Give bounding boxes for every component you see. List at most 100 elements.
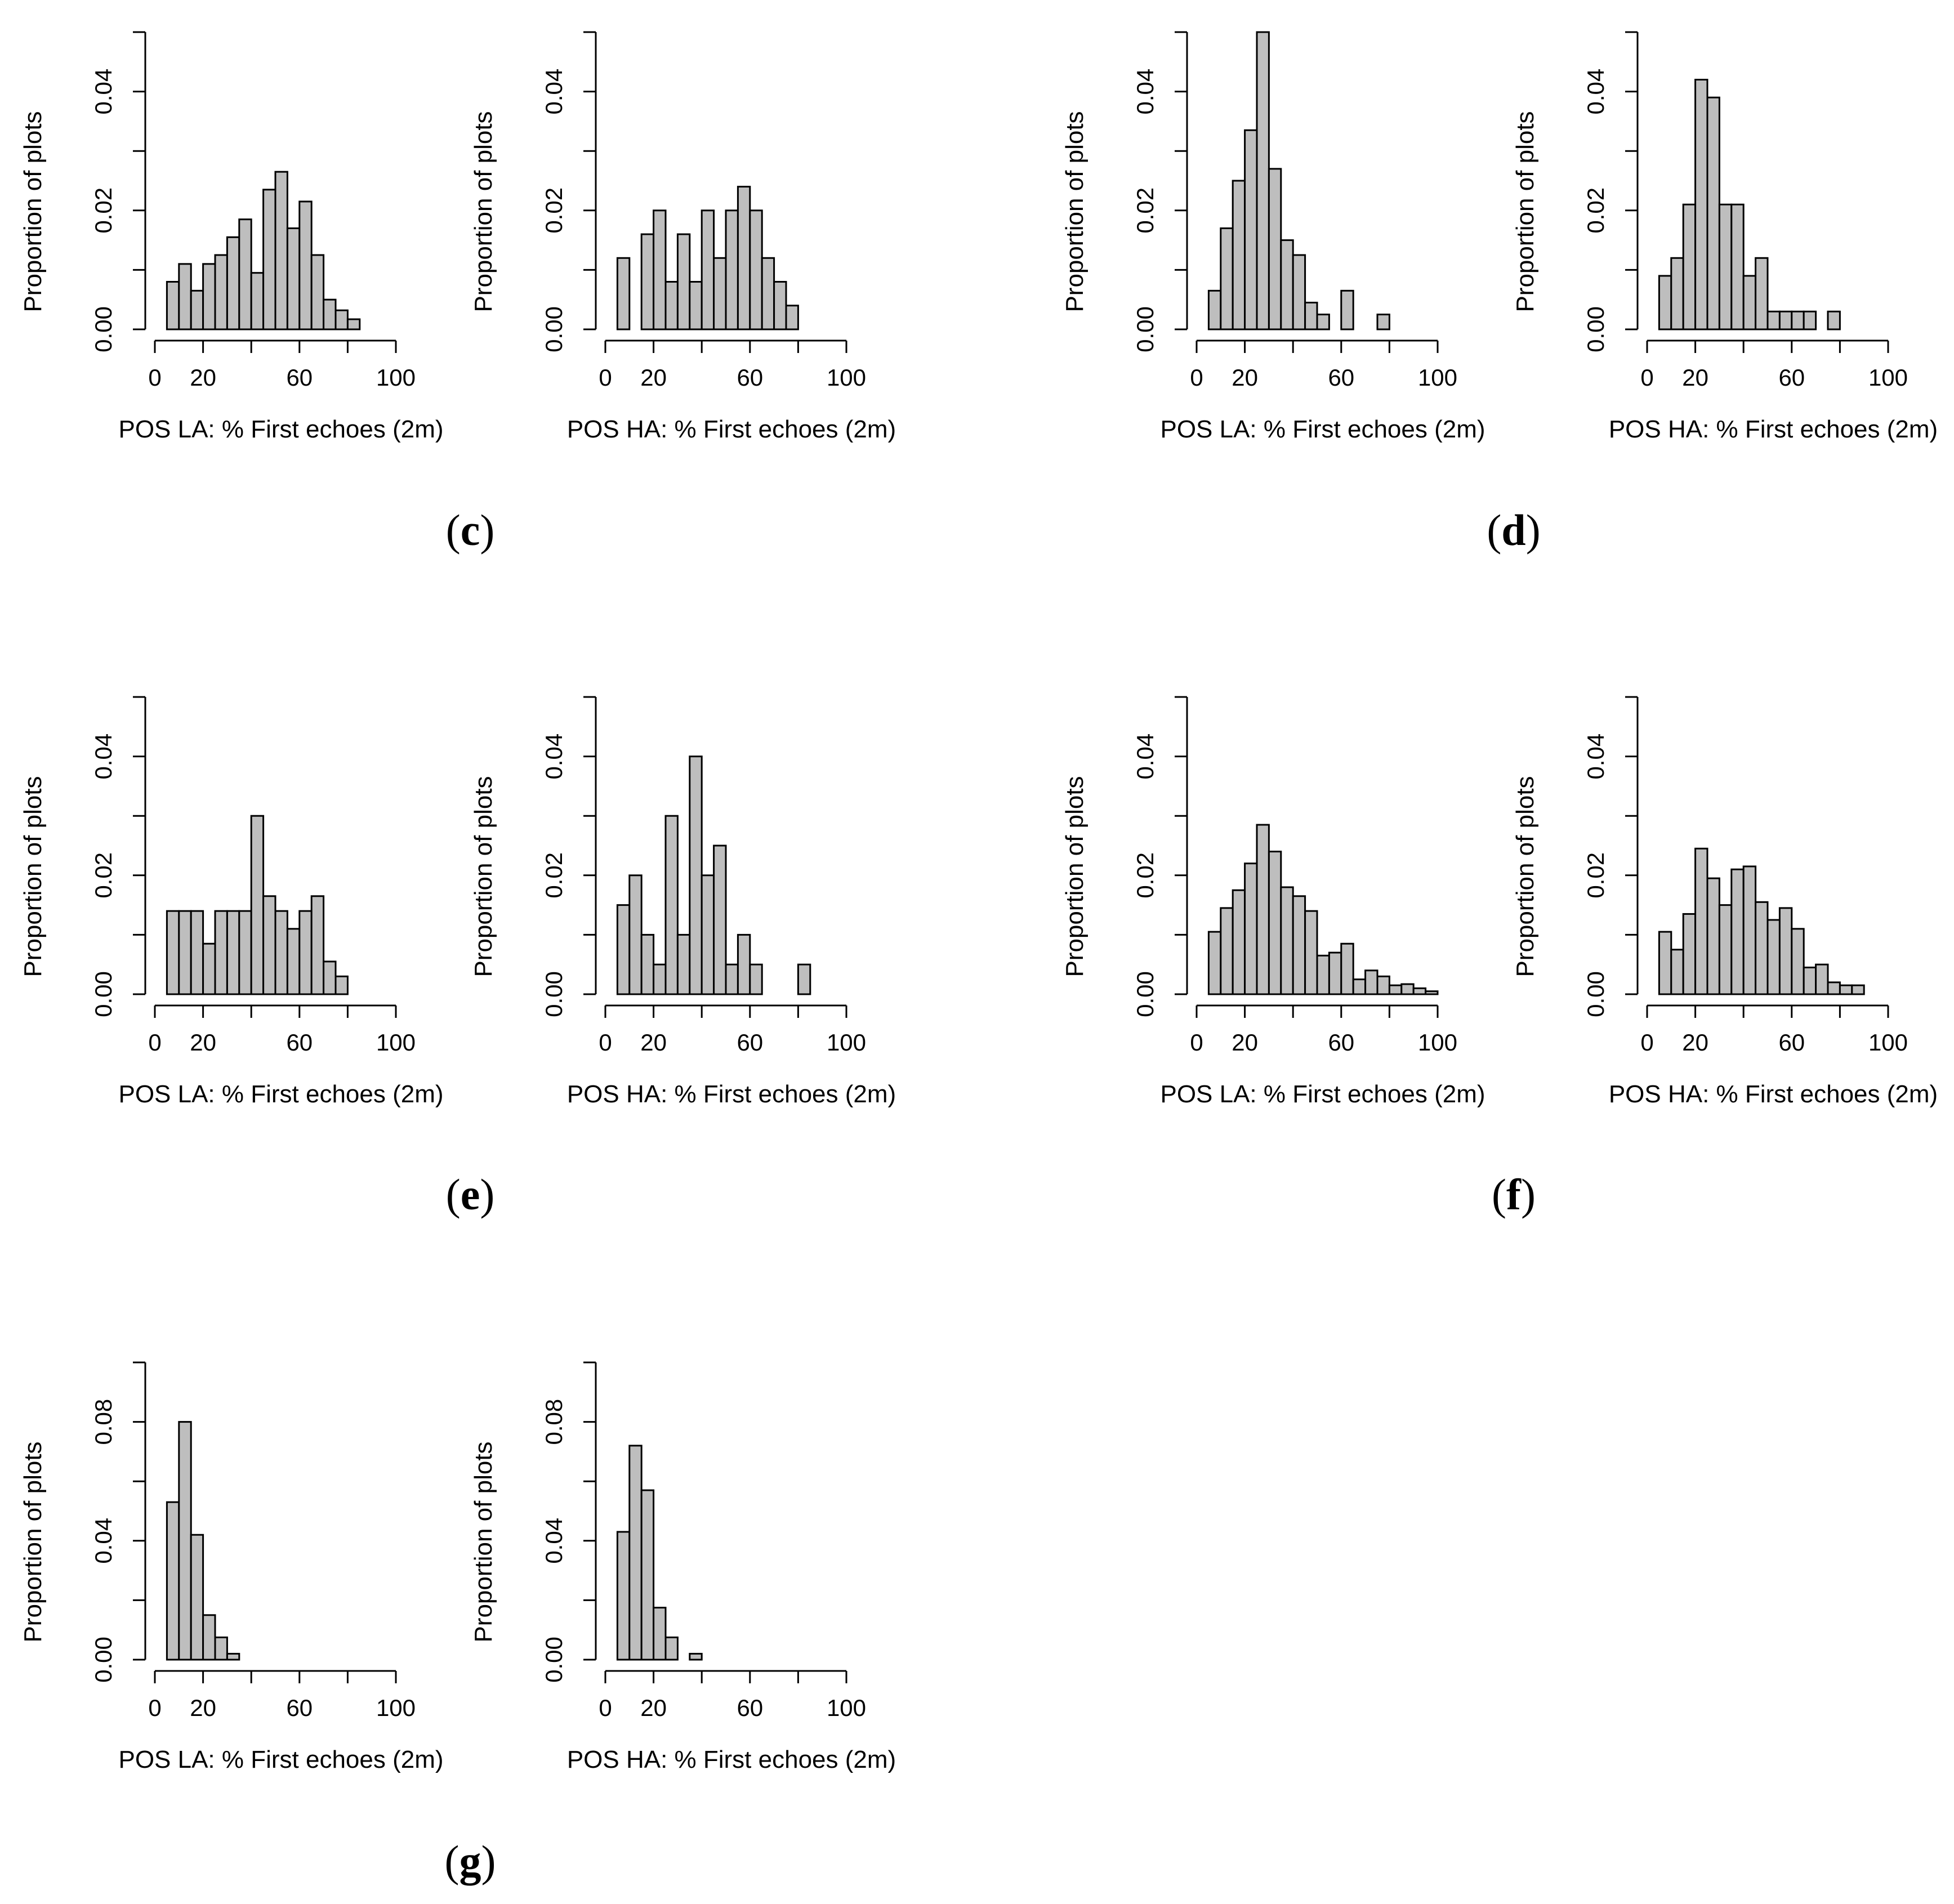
- histogram-bar: [1400, 983, 1415, 995]
- x-tick-label: 20: [1682, 1029, 1708, 1056]
- histogram-bar: [1791, 928, 1805, 995]
- y-axis-title: Proportion of plots: [1511, 776, 1539, 977]
- histogram-bar: [1328, 951, 1342, 995]
- panel-label-d: (d): [1487, 506, 1540, 555]
- y-tick-label: 0.00: [541, 971, 567, 1017]
- histogram-bar: [1803, 310, 1817, 330]
- y-tick-label: 0.00: [1582, 971, 1609, 1017]
- histogram-bar: [286, 227, 301, 330]
- x-axis-title: POS LA: % First echoes (2m): [118, 1746, 443, 1773]
- x-tick-label: 60: [1328, 1029, 1354, 1056]
- histogram-bar: [323, 298, 337, 330]
- histogram-bar: [749, 963, 763, 995]
- panel-label-open-paren: (: [445, 1836, 459, 1885]
- x-axis-title: POS LA: % First echoes (2m): [118, 1080, 443, 1108]
- x-tick-label: 0: [1640, 1029, 1653, 1056]
- histogram-c-la: 0.00 0.02 0.04 0 20 60 100 POS LA: % First echo…: [19, 31, 444, 443]
- histogram-bar: [310, 254, 325, 330]
- y-tick-label: 0.04: [541, 69, 567, 115]
- histogram-bar: [1207, 289, 1222, 330]
- histogram-bar: [1352, 978, 1367, 995]
- histogram-bar: [1706, 96, 1720, 330]
- histogram-e-la: 0.00 0.02 0.04 0 20 60 100 POS LA: % First echo…: [19, 696, 444, 1108]
- x-tick-label: 100: [827, 1029, 866, 1056]
- histogram-bar: [250, 272, 265, 330]
- histogram-bar: [226, 910, 240, 995]
- histogram-bar: [1220, 227, 1234, 330]
- y-tick-label: 0.04: [1132, 734, 1158, 780]
- x-axis-title: POS LA: % First echoes (2m): [1160, 1080, 1485, 1108]
- panel-label-open-paren: (: [446, 1170, 461, 1219]
- histogram-bar: [616, 1531, 631, 1661]
- histogram-bar: [1718, 203, 1733, 330]
- histogram-g-ha: 0.00 0.04 0.08 0 20 60 100 POS HA: % First echo…: [470, 1361, 896, 1773]
- x-tick-label: 60: [737, 1029, 763, 1056]
- histogram-bar: [1670, 257, 1684, 330]
- x-tick-label: 60: [1778, 364, 1805, 391]
- histogram-bar: [214, 910, 228, 995]
- histogram-bar: [1376, 314, 1390, 330]
- x-axis-title: POS LA: % First echoes (2m): [118, 415, 443, 443]
- x-tick-label: 100: [1868, 1029, 1908, 1056]
- histogram-bar: [1815, 963, 1829, 995]
- histogram-bar: [190, 1534, 204, 1661]
- histogram-bar: [1827, 981, 1841, 995]
- y-tick-label: 0.02: [90, 852, 117, 899]
- histogram-d-ha: 0.00 0.02 0.04 0 20 60 100 POS HA: % First echo…: [1511, 31, 1938, 443]
- panel-label-f: (f): [1492, 1170, 1536, 1219]
- x-tick-label: 100: [827, 1695, 866, 1721]
- panel-label-letter: c: [461, 506, 480, 555]
- histogram-bar: [1340, 289, 1354, 330]
- histogram-bar: [1304, 910, 1318, 995]
- x-tick-label: 20: [190, 364, 216, 391]
- y-tick-label: 0.00: [1132, 971, 1158, 1017]
- histogram-bar: [274, 171, 288, 330]
- histogram-f-la: 0.00 0.02 0.04 0 20 60 100 POS LA: % First echo…: [1061, 696, 1485, 1108]
- x-tick-label: 60: [1778, 1029, 1805, 1056]
- histogram-bar: [653, 209, 667, 330]
- y-tick-label: 0.08: [541, 1399, 567, 1445]
- panel-label-g: (g): [445, 1836, 496, 1885]
- panel-label-close-paren: ): [1526, 506, 1541, 555]
- histogram-bar: [676, 233, 691, 330]
- histogram-bar: [1412, 987, 1427, 995]
- histogram-bar: [202, 942, 216, 995]
- histogram-bar: [1694, 78, 1708, 330]
- histogram-bar: [346, 318, 361, 330]
- y-tick-label: 0.04: [90, 1518, 117, 1564]
- histogram-bar: [1256, 824, 1270, 995]
- histogram-bar: [761, 257, 775, 330]
- histogram-bar: [628, 874, 643, 995]
- y-tick-label: 0.02: [1582, 852, 1609, 899]
- histogram-bar: [166, 910, 180, 995]
- y-tick-label: 0.00: [90, 971, 117, 1017]
- y-tick-label: 0.04: [90, 734, 117, 780]
- histogram-bar: [1742, 275, 1757, 330]
- panel-label-c: (c): [446, 506, 495, 555]
- histogram-bar: [190, 289, 204, 330]
- histogram-bar: [1755, 901, 1769, 995]
- y-tick-label: 0.02: [1132, 852, 1158, 899]
- histogram-bar: [1778, 310, 1793, 330]
- histogram-bar: [1364, 969, 1378, 995]
- x-tick-label: 60: [737, 364, 763, 391]
- y-axis-title: Proportion of plots: [1061, 111, 1088, 312]
- x-tick-label: 0: [599, 1695, 612, 1721]
- x-tick-label: 0: [1190, 364, 1203, 391]
- histogram-bar: [1244, 129, 1258, 330]
- x-axis-title: POS HA: % First echoes (2m): [567, 415, 896, 443]
- histogram-bar: [1803, 966, 1817, 995]
- y-tick-label: 0.02: [90, 187, 117, 234]
- histogram-bar: [190, 910, 204, 995]
- histogram-bar: [1682, 203, 1697, 330]
- histogram-bar: [1827, 310, 1841, 330]
- histogram-bar: [1742, 865, 1757, 995]
- y-axis-title: Proportion of plots: [19, 776, 47, 977]
- charts-layer: 0.00 0.02 0.04 0 20 60 100 POS LA: % First echo…: [19, 31, 1938, 1773]
- histogram-bar: [1682, 913, 1697, 995]
- histogram-bar: [214, 1636, 228, 1661]
- histogram-bar: [653, 963, 667, 995]
- histogram-bar: [640, 933, 655, 995]
- histogram-bar: [1220, 907, 1234, 995]
